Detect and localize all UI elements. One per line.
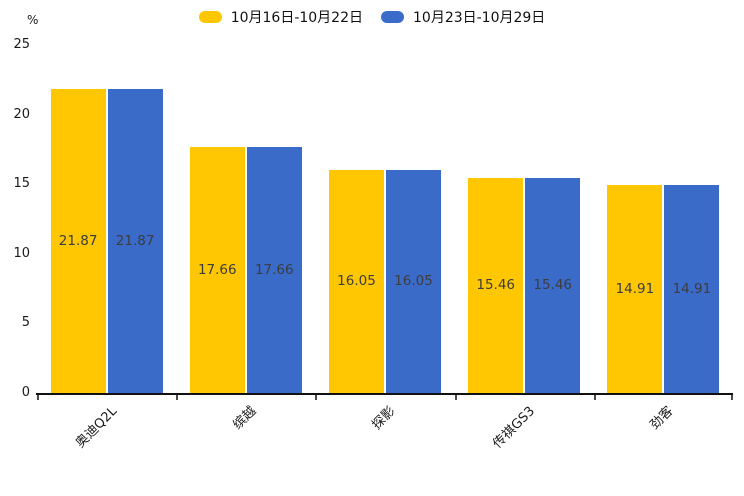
bar-value-label: 17.66 <box>254 262 294 279</box>
bar-series-0-传祺GS3: 15.46 <box>468 177 524 393</box>
bar-series-1-奥迪Q2L: 21.87 <box>107 88 163 393</box>
bar-value-label: 21.87 <box>115 232 155 249</box>
x-axis-tick <box>454 395 457 400</box>
plot-area: 21.87 21.87 17.66 17.66 16.05 16.05 15.46 15.46… <box>36 45 733 452</box>
bar-series-1-缤越: 17.66 <box>246 147 302 393</box>
bar-group-0: 21.87 21.87 <box>37 45 176 393</box>
bar-series-1-传祺GS3: 15.46 <box>525 177 581 393</box>
bar-series-1-探影: 16.05 <box>385 169 441 393</box>
bar-series-0-奥迪Q2L: 21.87 <box>50 88 106 393</box>
y-axis-tick-label: 0 <box>21 385 30 400</box>
x-axis-tick <box>176 395 179 400</box>
y-axis-unit-label: % <box>27 13 39 27</box>
legend-label: 10月16日-10月22日 <box>230 10 363 26</box>
legend-item-series-1[interactable]: 10月23日-10月29日 <box>381 7 545 27</box>
bar-value-label: 21.87 <box>58 232 98 249</box>
y-axis-tick-label: 15 <box>13 176 30 192</box>
x-axis-category-label: 奥迪Q2L <box>72 403 121 452</box>
legend: 10月16日-10月22日 10月23日-10月29日 <box>0 7 744 27</box>
x-axis-category-label: 探影 <box>369 403 399 433</box>
bar-value-label: 15.46 <box>533 277 573 294</box>
legend-item-series-0[interactable]: 10月16日-10月22日 <box>198 7 363 27</box>
x-axis-category-label: 劲客 <box>647 403 677 433</box>
bar-group-2: 16.05 16.05 <box>315 45 454 393</box>
bar-value-label: 14.91 <box>672 281 712 298</box>
y-axis: 0 5 10 15 20 25 <box>0 37 30 400</box>
x-axis-category-label: 传祺GS3 <box>489 403 538 452</box>
bar-series-0-劲客: 14.91 <box>607 185 663 393</box>
bar-series-0-探影: 16.05 <box>328 169 384 393</box>
x-axis-tick <box>593 395 596 400</box>
bar-series-1-劲客: 14.91 <box>664 185 720 393</box>
x-axis-category-label: 缤越 <box>230 403 260 433</box>
x-axis-tick <box>731 395 733 400</box>
bar-series-0-缤越: 17.66 <box>189 147 245 393</box>
legend-swatch-icon <box>198 11 222 23</box>
bar-value-label: 14.91 <box>615 281 655 298</box>
y-axis-tick-label: 5 <box>21 315 30 331</box>
bar-value-label: 15.46 <box>476 277 516 294</box>
bar-value-label: 16.05 <box>337 273 376 290</box>
legend-label: 10月23日-10月29日 <box>413 10 546 26</box>
y-axis-tick-label: 25 <box>13 37 30 52</box>
x-axis-tick <box>37 395 39 400</box>
bar-group-3: 15.46 15.46 <box>455 45 594 393</box>
legend-swatch-icon <box>381 11 404 23</box>
bar-group-1: 17.66 17.66 <box>176 45 315 393</box>
y-axis-tick-label: 10 <box>13 245 30 261</box>
y-axis-tick-label: 20 <box>13 106 30 122</box>
x-axis-line <box>36 393 733 395</box>
x-axis-tick <box>315 395 318 400</box>
bar-group-4: 14.91 14.91 <box>594 45 733 393</box>
bar-value-label: 17.66 <box>197 262 237 279</box>
bar-value-label: 16.05 <box>394 273 433 290</box>
